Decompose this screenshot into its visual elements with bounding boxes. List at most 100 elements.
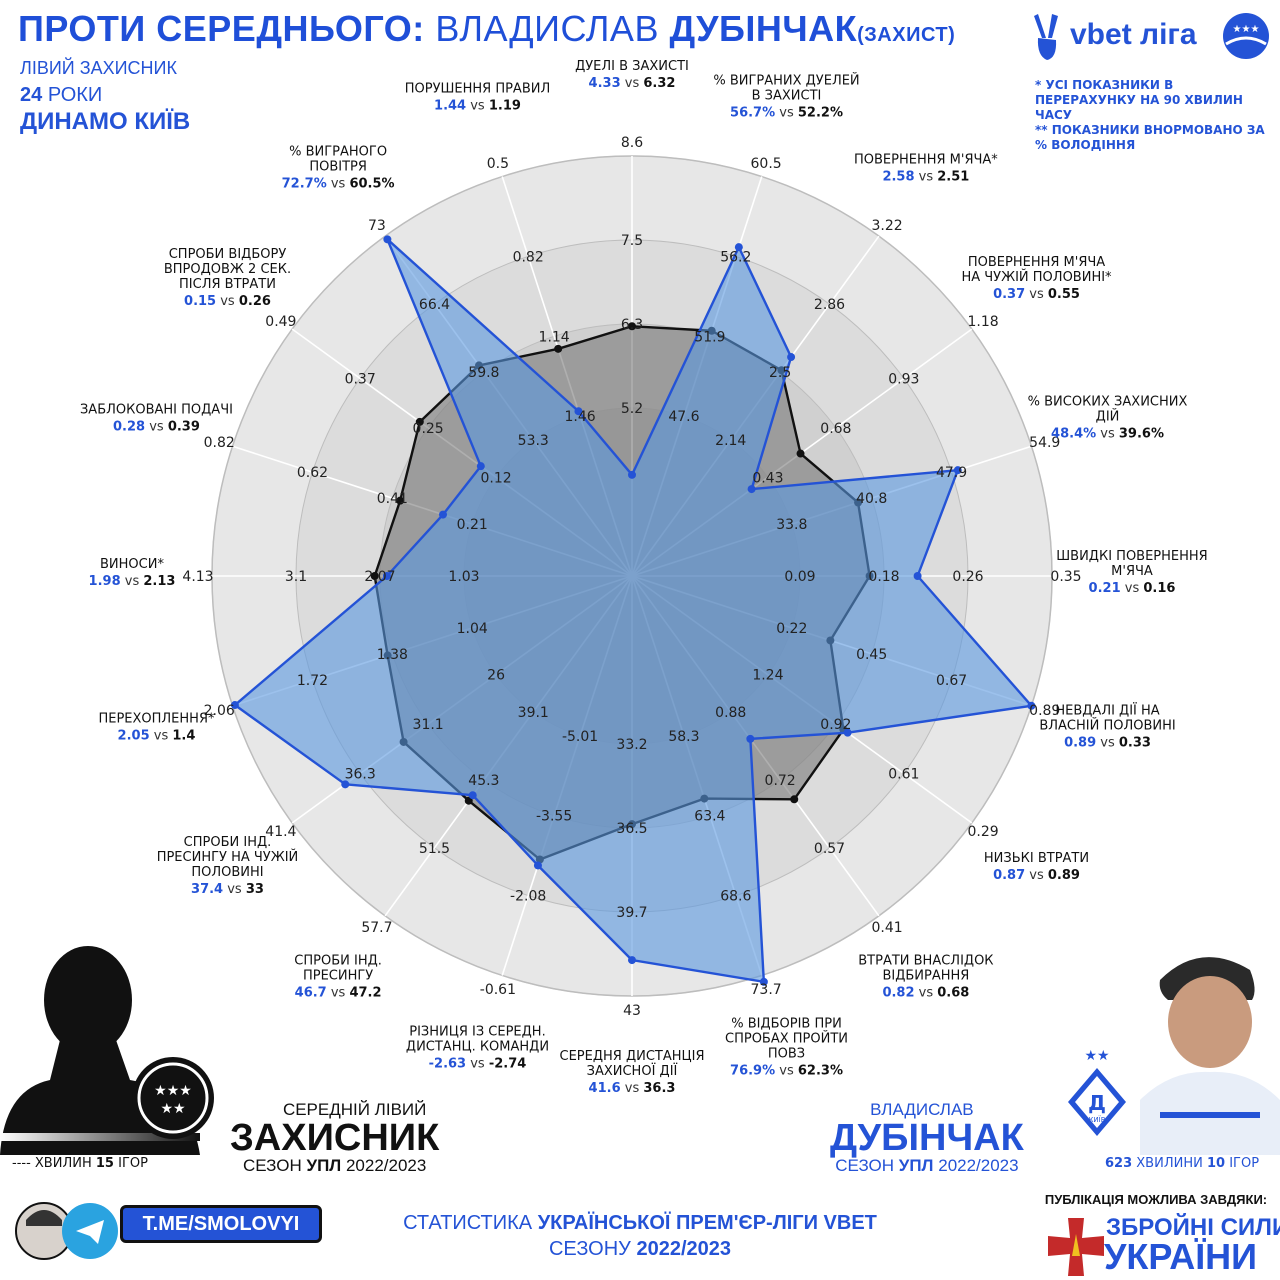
- vs-text: vs: [775, 1064, 798, 1079]
- average-block: СЕРЕДНІЙ ЛІВИЙ ЗАХИСНИК СЕЗОН УПЛ 2022/2…: [230, 1100, 439, 1176]
- tick-label: 1.18: [968, 314, 999, 330]
- axis-value-text: 0.37 vs 0.55: [993, 287, 1080, 302]
- p-season-years: 2022/2023: [938, 1156, 1019, 1175]
- age-number: 24: [20, 84, 43, 106]
- telegram-link[interactable]: T.ME/SMOLOVYI: [120, 1205, 322, 1243]
- axis-value-text: 0.15 vs 0.26: [184, 294, 271, 309]
- vs-text: vs: [775, 105, 798, 120]
- axis-label-text: СПРОБИ ІНД.: [294, 954, 382, 969]
- player-age: 24 РОКИ: [20, 84, 102, 107]
- axis-value-text: 4.33 vs 6.32: [589, 76, 676, 91]
- axis-label: ПОРУШЕННЯ ПРАВИЛ 1.44 vs 1.19: [405, 81, 551, 113]
- axis-label-text: ПОВІТРЯ: [309, 159, 367, 174]
- tick-label: 7.5: [621, 233, 643, 249]
- player-point: [953, 466, 962, 475]
- average-value: 1.19: [489, 98, 521, 113]
- average-point: [796, 449, 805, 458]
- axis-label: ВИНОСИ* 1.98 vs 2.13: [89, 557, 176, 589]
- tick-label: 8.6: [621, 135, 643, 151]
- axis-label-text: ВІДБИРАННЯ: [882, 969, 969, 984]
- tick-label: 51.5: [419, 841, 450, 857]
- axis-label: ПОВЕРНЕННЯ М'ЯЧА* 2.58 vs 2.51: [854, 152, 998, 184]
- axis-label-text: РІЗНИЦЯ ІЗ СЕРЕДН.: [409, 1025, 545, 1040]
- axis-label-text: СЕРЕДНЯ ДИСТАНЦІЯ: [560, 1049, 705, 1064]
- vs-text: vs: [915, 169, 938, 184]
- average-value: 0.26: [239, 294, 271, 309]
- tick-label: 40.8: [856, 491, 887, 507]
- axis-label: ДУЕЛІ В ЗАХИСТІ 4.33 vs 6.32: [575, 59, 689, 91]
- average-point: [554, 344, 563, 353]
- average-value: 33: [246, 882, 264, 897]
- avg-minutes-text: ---- ХВИЛИН: [12, 1156, 92, 1171]
- axis-label-text: % ВІДБОРІВ ПРИ: [731, 1017, 842, 1032]
- tick-label: 0.89: [1029, 703, 1060, 719]
- tick-label: -2.08: [510, 889, 546, 905]
- tick-label: 0.82: [513, 249, 544, 265]
- average-value: 0.89: [1048, 868, 1080, 883]
- tick-label: 45.3: [468, 773, 499, 789]
- axis-label-text: % ВИСОКИХ ЗАХИСНИХ: [1028, 394, 1188, 409]
- tick-label: 5.2: [621, 401, 643, 417]
- tick-label: 2.07: [364, 569, 395, 585]
- player-point: [382, 572, 391, 580]
- average-value: 1.4: [172, 729, 195, 744]
- vs-text: vs: [1096, 736, 1119, 751]
- player-point: [628, 470, 636, 479]
- player-point: [574, 407, 583, 416]
- player-value: -2.63: [429, 1057, 466, 1072]
- axis-labels: ДУЕЛІ В ЗАХИСТІ 4.33 vs 6.32 % ВИГРАНИХ ДУ…: [80, 59, 1208, 1096]
- player-point: [468, 791, 477, 800]
- axis-value-text: 41.6 vs 36.3: [589, 1081, 676, 1096]
- axis-label-text: ЗАБЛОКОВАНІ ПОДАЧІ: [80, 402, 233, 417]
- player-minutes: 623 ХВИЛИНИ 10 ІГОР: [1105, 1156, 1259, 1171]
- average-point: [464, 796, 473, 805]
- axis-label-text: ВПРОДОВЖ 2 СЕК.: [164, 262, 291, 277]
- p-minutes-word: ХВИЛИНИ: [1136, 1156, 1203, 1171]
- axis-label-text: % ВИГРАНИХ ДУЕЛЕЙ: [713, 72, 859, 88]
- p-season-bold: УПЛ: [898, 1156, 934, 1175]
- player-point: [843, 728, 852, 737]
- footer-season-pre: СЕЗОНУ: [548, 1238, 631, 1260]
- vs-text: vs: [327, 176, 350, 191]
- average-minutes: ---- ХВИЛИН 15 ІГОР: [12, 1156, 148, 1171]
- tick-label: 0.72: [765, 773, 796, 789]
- player-point: [787, 353, 796, 362]
- axis-value-text: 76.9% vs 62.3%: [730, 1064, 843, 1079]
- tick-label: 0.25: [413, 421, 444, 437]
- p-season-pre: СЕЗОН: [835, 1156, 895, 1175]
- vs-text: vs: [466, 1057, 489, 1072]
- tick-label: 3.22: [872, 218, 903, 234]
- player-point: [759, 977, 768, 986]
- axis-label-text: ПЕРЕХОПЛЕННЯ*: [98, 712, 215, 727]
- axis-label-text: ВЛАСНІЙ ПОЛОВИНІ: [1039, 718, 1175, 734]
- tick-label: 60.5: [751, 156, 782, 172]
- tick-label: 6.3: [621, 317, 643, 333]
- vs-text: vs: [1025, 287, 1048, 302]
- player-value: 0.21: [1089, 581, 1121, 596]
- tick-label: 39.7: [616, 905, 647, 921]
- axis-value-text: 37.4 vs 33: [191, 882, 264, 897]
- average-value: 0.16: [1143, 581, 1175, 596]
- player-value: 1.44: [434, 98, 466, 113]
- author-avatar: [15, 1202, 118, 1260]
- title-part-2: ВЛАДИСЛАВ: [435, 8, 659, 49]
- tick-label: 26: [487, 668, 505, 684]
- axis-value-text: 46.7 vs 47.2: [295, 986, 382, 1001]
- player-last-name: ДУБІНЧАК: [830, 1117, 1024, 1159]
- tick-label: 36.5: [616, 821, 647, 837]
- tick-label: 58.3: [668, 729, 699, 745]
- tick-label: 31.1: [413, 717, 444, 733]
- tick-label: 51.9: [694, 329, 725, 345]
- tick-label: 0.22: [776, 621, 807, 637]
- axis-label-text: НИЗЬКІ ВТРАТИ: [984, 851, 1089, 866]
- svg-text:★★★: ★★★: [154, 1083, 192, 1099]
- vs-text: vs: [216, 294, 239, 309]
- axis-label-text: ПОВЕРНЕННЯ М'ЯЧА: [968, 255, 1105, 270]
- tick-label: 73: [368, 218, 386, 234]
- tick-label: 0.68: [820, 421, 851, 437]
- player-value: 1.98: [89, 574, 121, 589]
- average-value: 0.55: [1048, 287, 1080, 302]
